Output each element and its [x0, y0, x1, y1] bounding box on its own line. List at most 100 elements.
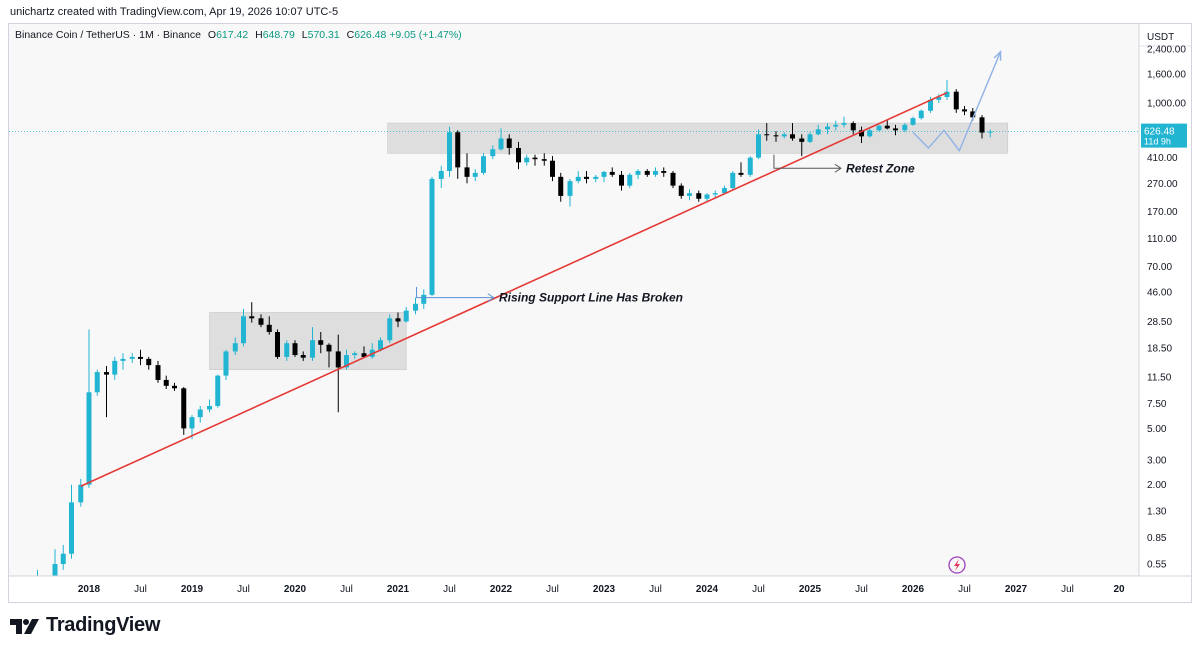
candle[interactable] — [129, 353, 135, 363]
candle[interactable] — [686, 189, 692, 201]
candle[interactable] — [747, 156, 753, 177]
candle[interactable] — [181, 387, 187, 435]
candle[interactable] — [506, 134, 512, 155]
candle[interactable] — [670, 170, 676, 189]
candle[interactable] — [661, 167, 667, 177]
candle[interactable] — [781, 132, 787, 139]
candle[interactable] — [232, 337, 238, 356]
candle[interactable] — [146, 356, 152, 370]
candle[interactable] — [789, 123, 795, 141]
candle[interactable] — [825, 123, 831, 135]
candle[interactable] — [284, 340, 290, 361]
candle[interactable] — [593, 174, 599, 183]
candle[interactable] — [859, 126, 864, 144]
candle[interactable] — [274, 329, 280, 359]
candle[interactable] — [163, 375, 169, 389]
candle[interactable] — [455, 130, 461, 179]
candle[interactable] — [892, 124, 898, 136]
candle[interactable] — [738, 162, 744, 177]
candle[interactable] — [764, 123, 770, 141]
candle[interactable] — [910, 116, 916, 126]
candle[interactable] — [112, 356, 118, 380]
candle[interactable] — [68, 484, 74, 559]
candle[interactable] — [377, 337, 383, 352]
candle[interactable] — [490, 145, 496, 160]
annotation-label[interactable]: Retest Zone — [846, 161, 915, 175]
candle[interactable] — [609, 167, 615, 177]
zone-box-1[interactable] — [209, 312, 407, 370]
candle[interactable] — [653, 167, 658, 177]
candle[interactable] — [876, 124, 882, 132]
candle[interactable] — [171, 382, 177, 391]
price-chart[interactable]: Retest Zone Rising Support Line Has Broke… — [9, 24, 1191, 602]
candle[interactable] — [310, 327, 316, 361]
candle[interactable] — [867, 128, 873, 138]
rising-support-line[interactable] — [80, 91, 948, 487]
candle[interactable] — [326, 343, 332, 368]
candle[interactable] — [850, 121, 856, 135]
candle[interactable] — [104, 366, 110, 418]
candle[interactable] — [120, 353, 126, 370]
candle[interactable] — [361, 346, 367, 358]
candle[interactable] — [43, 601, 48, 602]
candle[interactable] — [524, 154, 530, 166]
candle[interactable] — [318, 332, 324, 354]
candle[interactable] — [902, 123, 908, 133]
candle[interactable] — [918, 109, 924, 120]
candle[interactable] — [86, 329, 92, 488]
candle[interactable] — [78, 478, 84, 507]
candle[interactable] — [395, 312, 401, 328]
candle[interactable] — [799, 134, 805, 157]
projection-path[interactable] — [912, 51, 1002, 152]
candle[interactable] — [155, 360, 161, 383]
candle[interactable] — [833, 120, 839, 131]
candle[interactable] — [583, 170, 589, 184]
candle[interactable] — [403, 307, 409, 323]
candle[interactable] — [541, 153, 547, 166]
candle[interactable] — [987, 129, 993, 138]
candle[interactable] — [60, 544, 66, 570]
candle[interactable] — [567, 178, 573, 207]
candle[interactable] — [138, 349, 143, 366]
candle[interactable] — [619, 170, 625, 191]
candle[interactable] — [207, 399, 213, 413]
candle[interactable] — [241, 308, 246, 347]
candle[interactable] — [953, 89, 959, 113]
candle[interactable] — [815, 124, 821, 136]
candle[interactable] — [841, 116, 847, 128]
candle[interactable] — [601, 170, 607, 183]
candle[interactable] — [480, 153, 486, 175]
candle[interactable] — [421, 289, 427, 309]
candle[interactable] — [884, 119, 890, 130]
candle[interactable] — [447, 126, 452, 177]
candle[interactable] — [94, 369, 100, 396]
candle[interactable] — [52, 549, 58, 602]
candle[interactable] — [223, 349, 229, 380]
candle[interactable] — [249, 302, 255, 323]
price-axis-currency[interactable]: USDT — [1147, 32, 1174, 43]
bolt-icon[interactable] — [948, 556, 966, 574]
chart-panel[interactable]: Retest Zone Rising Support Line Has Broke… — [8, 23, 1192, 603]
candle[interactable] — [197, 405, 203, 423]
candle[interactable] — [962, 106, 967, 116]
candle[interactable] — [704, 193, 710, 202]
candle[interactable] — [644, 169, 650, 177]
candle[interactable] — [498, 128, 504, 151]
candle[interactable] — [516, 141, 522, 170]
candle[interactable] — [335, 334, 341, 413]
candle[interactable] — [807, 132, 813, 144]
candle[interactable] — [429, 176, 435, 297]
candle[interactable] — [438, 165, 444, 189]
tradingview-brand[interactable]: TradingView — [10, 614, 160, 637]
candle[interactable] — [979, 115, 985, 139]
candle[interactable] — [292, 340, 298, 357]
candle[interactable] — [635, 169, 641, 179]
candle[interactable] — [558, 172, 564, 202]
candle[interactable] — [944, 80, 950, 100]
candle[interactable] — [532, 154, 538, 166]
candle[interactable] — [472, 169, 478, 182]
candle[interactable] — [550, 156, 555, 182]
annotation-label[interactable]: Rising Support Line Has Broken — [499, 291, 683, 305]
candle[interactable] — [352, 351, 358, 359]
candle[interactable] — [730, 170, 736, 191]
